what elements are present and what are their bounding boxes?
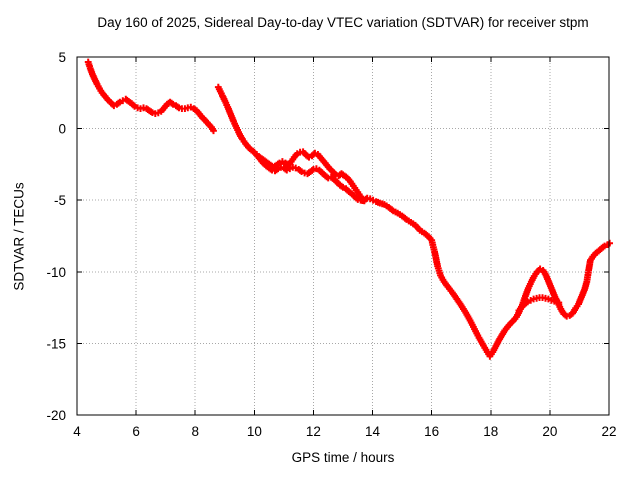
x-tick-label: 18 <box>483 424 498 439</box>
y-tick-label: -15 <box>46 336 66 351</box>
plot-frame <box>76 56 610 416</box>
axis-ticks <box>76 56 610 416</box>
x-tick-label: 4 <box>73 424 81 439</box>
x-axis-label: GPS time / hours <box>291 450 395 465</box>
x-tick-label: 20 <box>542 424 557 439</box>
x-tick-label: 6 <box>132 424 140 439</box>
x-tick-label: 16 <box>424 424 439 439</box>
data-trace-2 <box>253 151 563 314</box>
y-axis-label: SDTVAR / TECUs <box>11 182 27 291</box>
x-tick-label: 22 <box>601 424 616 439</box>
x-tick-label: 12 <box>306 424 321 439</box>
y-tick-label: -20 <box>46 408 66 423</box>
y-tick-label: 0 <box>58 122 66 137</box>
y-tick-label: -5 <box>54 193 66 208</box>
data-trace-1 <box>84 58 613 360</box>
y-tick-label: 5 <box>58 50 66 65</box>
chart-title: Day 160 of 2025, Sidereal Day-to-day VTE… <box>97 15 589 30</box>
x-tick-label: 10 <box>247 424 262 439</box>
x-tick-label: 8 <box>191 424 199 439</box>
y-tick-label: -10 <box>46 265 66 280</box>
x-tick-label: 14 <box>365 424 381 439</box>
grid-lines <box>77 57 609 415</box>
